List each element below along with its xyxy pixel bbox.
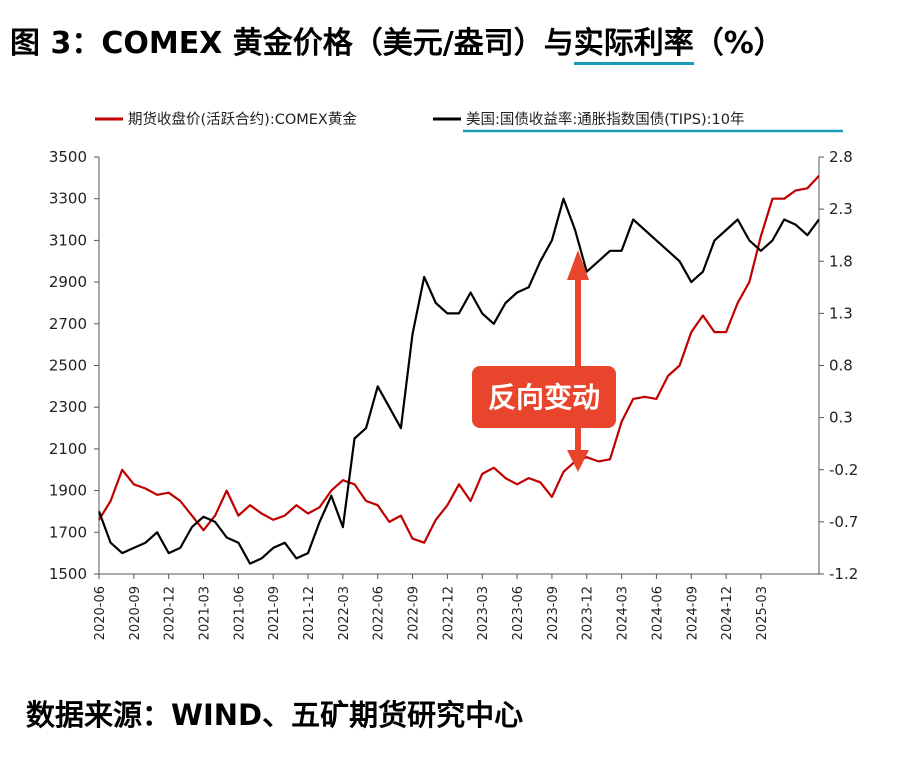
annotation-arrow-down-head [567, 450, 589, 472]
x-tick-label: 2021-12 [302, 586, 317, 640]
figure-title-underlined: 实际利率 [573, 26, 694, 65]
x-tick-label: 2020-06 [93, 586, 108, 640]
x-tick-label: 2020-12 [163, 586, 178, 640]
right-tick-label: 2.8 [829, 148, 853, 166]
left-tick-label: 1700 [49, 523, 87, 541]
left-tick-label: 2100 [49, 440, 87, 458]
chart-annotation: 反向变动 [472, 250, 616, 472]
x-tick-label: 2025-03 [755, 586, 770, 640]
right-tick-label: -1.2 [829, 565, 858, 583]
x-tick-label: 2024-06 [650, 586, 665, 640]
figure-title-suffix: （%） [693, 26, 784, 61]
figure-title-prefix: 图 3：COMEX 黄金价格（美元/盎司）与 [10, 26, 574, 61]
left-tick-label: 3500 [49, 148, 87, 166]
x-tick-label: 2023-03 [476, 586, 491, 640]
x-tick-label: 2023-06 [511, 586, 526, 640]
legend-label: 美国:国债收益率:通胀指数国债(TIPS):10年 [466, 111, 745, 128]
x-tick-label: 2024-12 [720, 586, 735, 640]
left-tick-label: 2900 [49, 273, 87, 291]
x-tick-label: 2024-09 [685, 586, 700, 640]
right-tick-label: 1.3 [829, 304, 853, 322]
x-tick-label: 2022-12 [441, 586, 456, 640]
x-tick-label: 2022-06 [372, 586, 387, 640]
x-tick-label: 2023-09 [546, 586, 561, 640]
x-tick-label: 2024-03 [616, 586, 631, 640]
x-tick-label: 2021-06 [232, 586, 247, 640]
annotation-arrow-up-head [567, 250, 589, 280]
chart-series [97, 175, 820, 565]
x-tick-label: 2020-09 [128, 586, 143, 640]
right-tick-label: -0.7 [829, 513, 858, 531]
left-tick-label: 3300 [49, 190, 87, 208]
right-tick-label: 0.3 [829, 409, 853, 427]
source-note: 数据来源：WIND、五矿期货研究中心 [26, 698, 524, 732]
right-tick-label: 2.3 [829, 200, 853, 218]
legend-label: 期货收盘价(活跃合约):COMEX黄金 [128, 110, 357, 128]
annotation-label: 反向变动 [488, 381, 600, 414]
left-tick-label: 2300 [49, 398, 87, 416]
left-tick-label: 2700 [49, 315, 87, 333]
x-tick-label: 2022-09 [407, 586, 422, 640]
right-tick-label: 1.8 [829, 252, 853, 270]
x-tick-label: 2021-03 [198, 586, 213, 640]
x-tick-label: 2022-03 [337, 586, 352, 640]
right-tick-label: 0.8 [829, 357, 853, 375]
left-tick-label: 1500 [49, 565, 87, 583]
figure-title: 图 3：COMEX 黄金价格（美元/盎司）与实际利率（%） [10, 18, 784, 65]
chart-axes: 1500 1700 1900 2100 2300 2500 2700 2900 3100 3300… [49, 148, 858, 640]
right-tick-label: -0.2 [829, 461, 858, 479]
chart-legend: 期货收盘价(活跃合约):COMEX黄金 美国:国债收益率:通胀指数国债(TIPS)… [95, 110, 843, 133]
left-tick-label: 3100 [49, 231, 87, 249]
x-tick-label: 2023-12 [581, 586, 596, 640]
annotation-box [472, 366, 616, 428]
tips-yield-series-line [97, 197, 820, 565]
left-tick-label: 1900 [49, 482, 87, 500]
gold-price-series-line [98, 175, 820, 544]
left-tick-label: 2500 [49, 357, 87, 375]
x-tick-label: 2021-09 [267, 586, 282, 640]
